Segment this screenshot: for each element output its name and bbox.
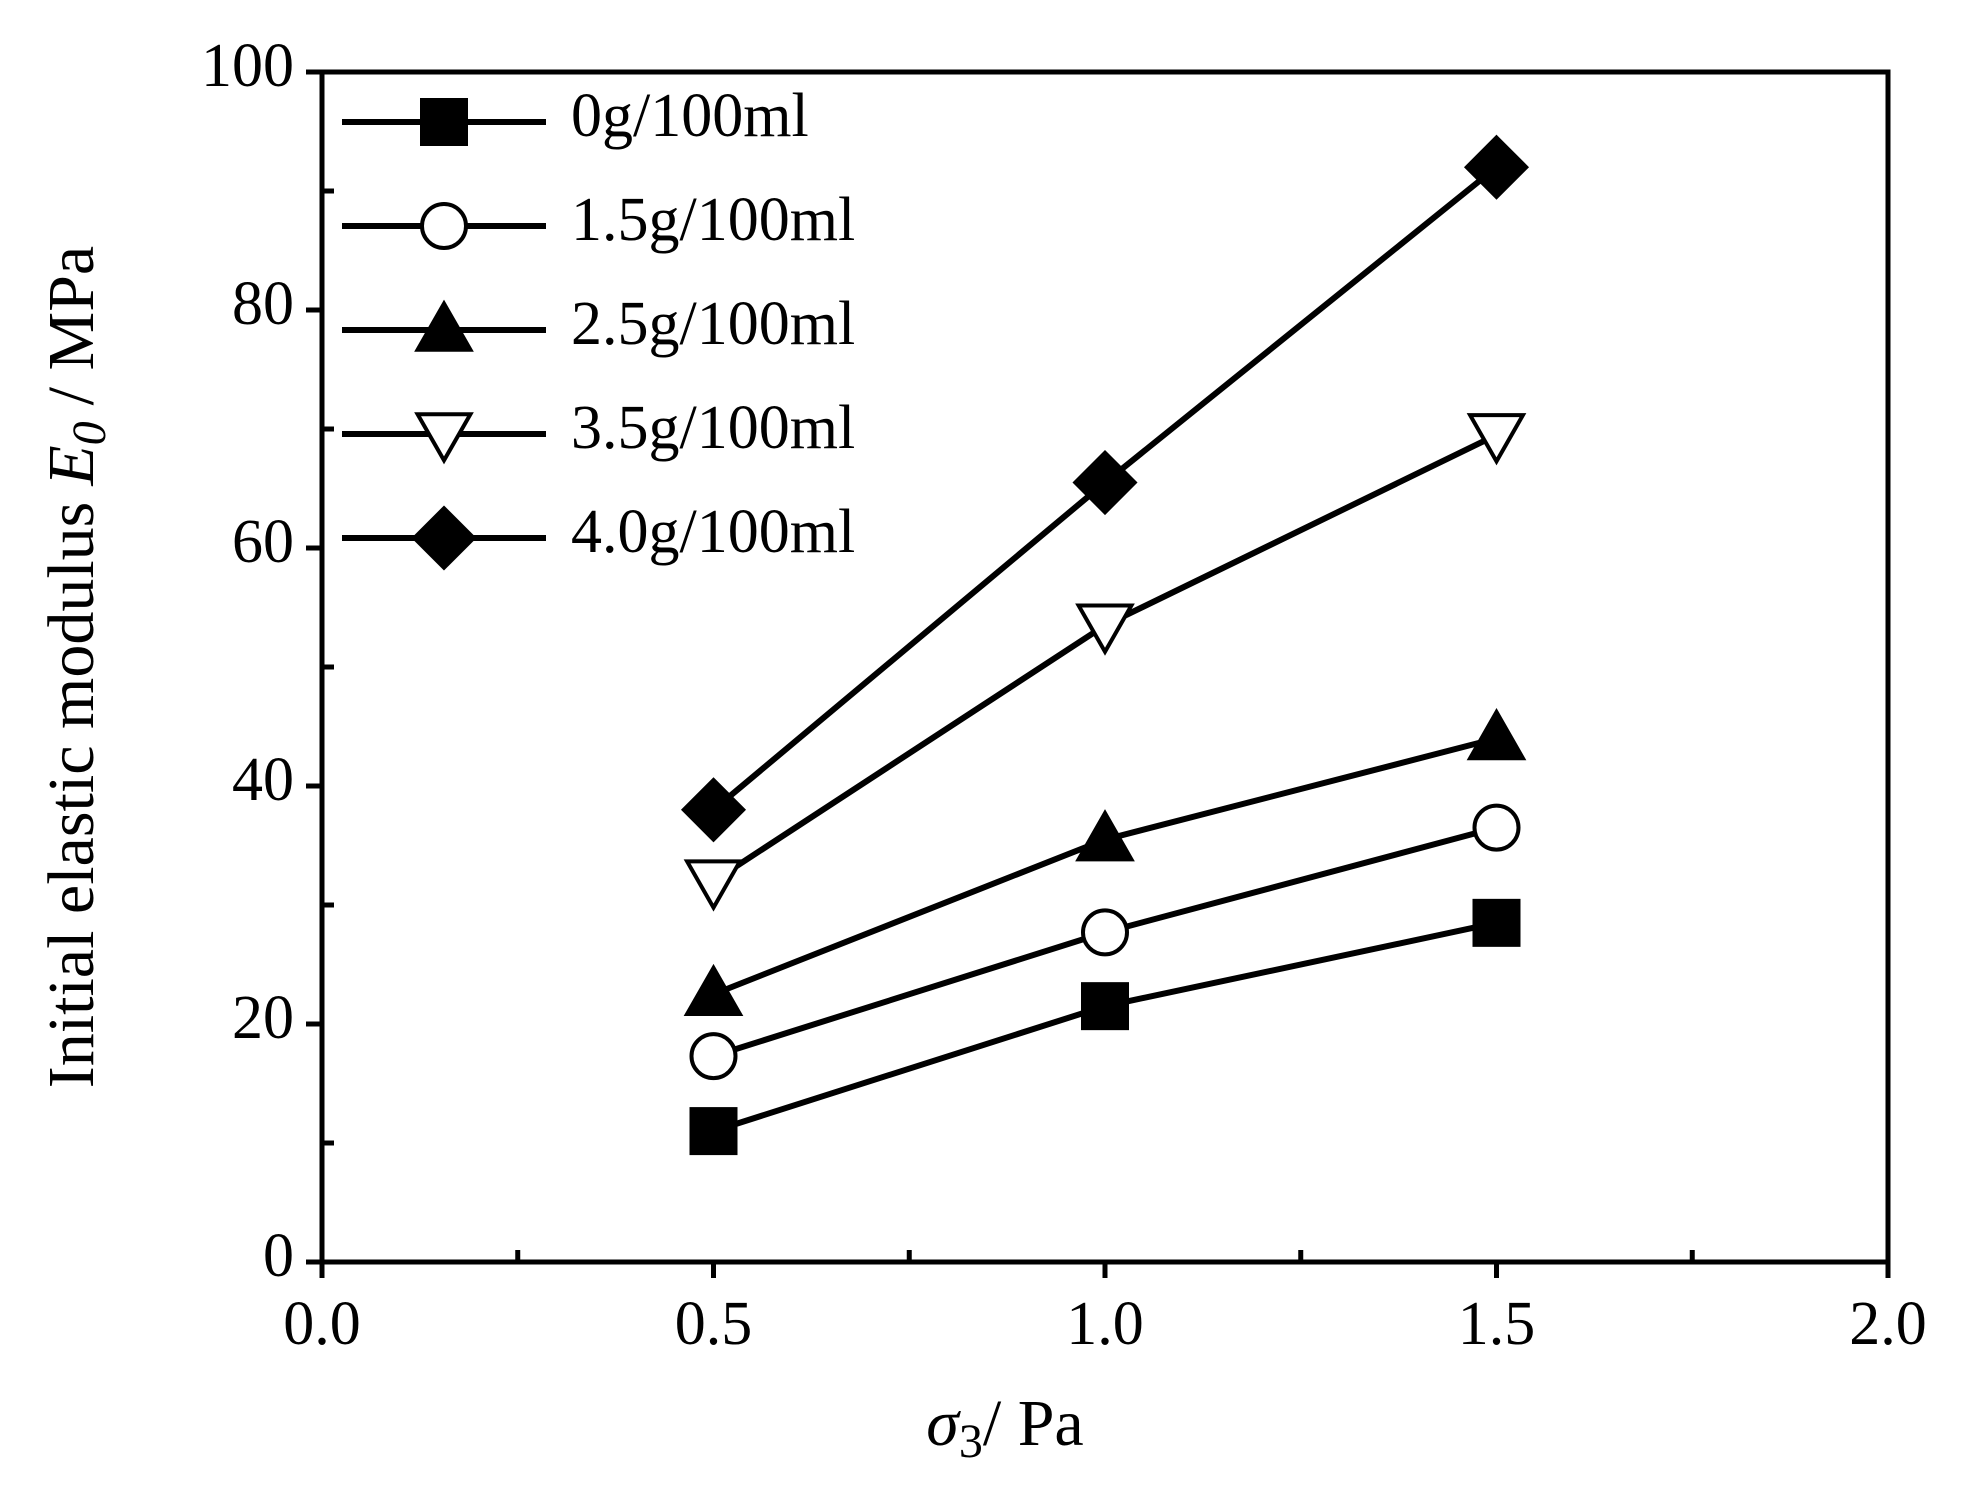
marker	[689, 1032, 738, 1081]
y-label-symbol: E	[35, 445, 108, 486]
marker	[683, 859, 744, 912]
legend-label: 4.0g/100ml	[571, 498, 855, 566]
marker	[414, 299, 474, 352]
y-tick-label: 60	[232, 508, 294, 576]
marker	[414, 412, 474, 465]
x-label-subscript: 3	[959, 1415, 983, 1468]
y-tick-label: 0	[263, 1222, 294, 1290]
x-tick-label: 1.0	[1066, 1290, 1144, 1358]
legend-label: 3.5g/100ml	[571, 394, 855, 462]
plot-frame	[319, 69, 1891, 1265]
marker	[420, 98, 468, 146]
marker	[1075, 809, 1135, 862]
marker	[1081, 908, 1129, 957]
legend-label: 1.5g/100ml	[571, 186, 855, 254]
y-tick-label: 20	[232, 984, 294, 1052]
marker	[1463, 134, 1530, 200]
x-label-symbol: σ	[926, 1387, 961, 1460]
x-tick-label: 0.0	[283, 1290, 361, 1358]
marker	[1472, 803, 1521, 852]
y-label-text: Initial elastic modulus	[35, 502, 108, 1089]
marker	[683, 963, 744, 1017]
marker	[1466, 707, 1527, 761]
x-label-unit: / Pa	[983, 1387, 1084, 1460]
x-tick-label: 1.5	[1458, 1290, 1536, 1358]
y-tick-label: 40	[232, 746, 294, 814]
y-tick-label: 100	[201, 32, 294, 100]
marker	[411, 505, 477, 571]
legend-label: 0g/100ml	[571, 82, 809, 150]
marker	[1072, 450, 1138, 516]
y-axis-label: Initial elastic modulus E0 / MPa	[35, 246, 116, 1088]
x-tick-label: 2.0	[1849, 1290, 1927, 1358]
marker	[1075, 603, 1135, 656]
x-axis-label: σ3/ Pa	[926, 1387, 1083, 1468]
marker	[689, 1107, 738, 1156]
marker	[1081, 982, 1129, 1031]
marker	[420, 202, 468, 250]
legend-label: 2.5g/100ml	[571, 290, 855, 358]
y-tick-label: 80	[232, 270, 294, 338]
marker	[680, 777, 747, 843]
marker	[1472, 898, 1521, 947]
x-tick-label: 0.5	[675, 1290, 753, 1358]
y-label-subscript: 0	[63, 421, 116, 445]
y-label-unit: / MPa	[35, 246, 108, 406]
marker	[1466, 413, 1527, 466]
